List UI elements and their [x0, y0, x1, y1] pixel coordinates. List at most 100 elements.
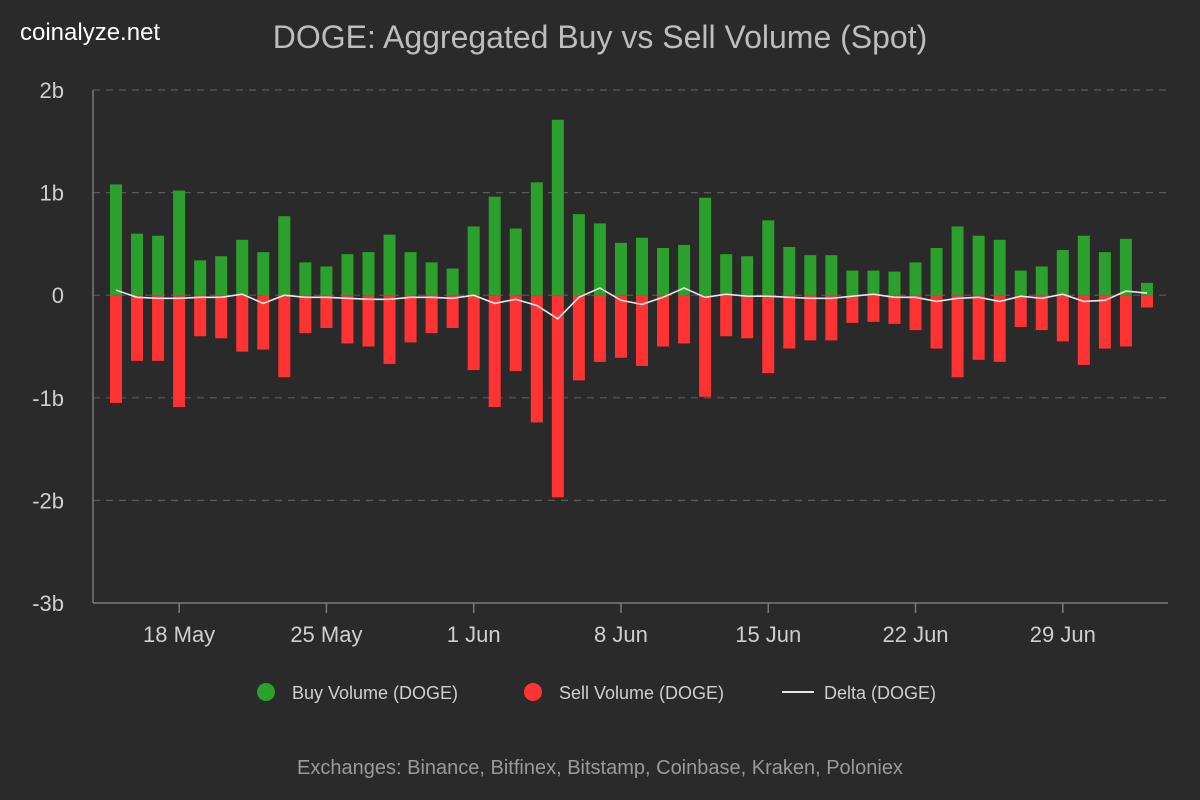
- sell-volume-bar: [383, 295, 396, 364]
- buy-volume-bar: [467, 226, 480, 296]
- buy-volume-bar: [194, 260, 207, 296]
- x-tick-label: 18 May: [143, 622, 215, 647]
- y-axis-ticks: 2b 1b 0 -1b -2b -3b: [32, 78, 64, 616]
- sell-volume-bar: [278, 295, 291, 378]
- y-tick-label: -1b: [32, 386, 64, 411]
- sell-volume-bar: [593, 295, 606, 362]
- sell-volume-bar: [825, 295, 838, 341]
- buy-volume-bar: [1098, 252, 1111, 296]
- buy-volume-bar: [530, 182, 543, 296]
- buy-volume-bar: [1035, 266, 1048, 296]
- sell-volume-bar: [110, 295, 122, 403]
- sell-volume-bar: [236, 295, 249, 352]
- sell-volume-bar: [741, 295, 754, 339]
- buy-volume-bar: [1119, 238, 1132, 296]
- x-tick-label: 1 Jun: [447, 622, 501, 647]
- sell-volume-bar: [993, 295, 1006, 362]
- sell-volume-bar: [1098, 295, 1111, 349]
- y-tick-label: 2b: [40, 78, 64, 103]
- x-axis-ticks: 18 May 25 May 1 Jun 8 Jun 15 Jun 22 Jun 29 Jun: [143, 603, 1096, 647]
- sell-volume-bar: [804, 295, 817, 341]
- sell-volume-bar: [867, 295, 880, 322]
- buy-volume-bar: [741, 256, 754, 296]
- buy-volume-bar: [215, 256, 228, 296]
- legend-sell-volume[interactable]: Sell Volume (DOGE): [524, 683, 724, 703]
- legend-buy-volume[interactable]: Buy Volume (DOGE): [257, 683, 458, 703]
- sell-volume-bar: [1077, 295, 1090, 365]
- buy-volume-bar: [446, 268, 459, 296]
- buy-volume-bar: [425, 262, 438, 296]
- sell-volume-bar: [1014, 295, 1027, 328]
- buy-volume-bar: [131, 233, 144, 296]
- buy-volume-bar: [804, 255, 817, 296]
- sell-volume-bar: [1056, 295, 1069, 342]
- chart-title: DOGE: Aggregated Buy vs Sell Volume (Spo…: [273, 19, 928, 55]
- sell-volume-bar: [215, 295, 228, 339]
- y-tick-label: 0: [52, 283, 64, 308]
- buy-volume-bar: [236, 239, 249, 296]
- delta-line: [115, 287, 1148, 320]
- buy-volume-bar: [846, 270, 859, 296]
- buy-volume-bar: [488, 196, 501, 296]
- sell-volume-bar: [404, 295, 417, 343]
- buy-volume-bar: [783, 246, 796, 296]
- sell-volume-bar: [509, 295, 522, 372]
- sell-volume-bar: [678, 295, 691, 344]
- legend-label: Sell Volume (DOGE): [559, 683, 724, 703]
- buy-volume-bar: [383, 234, 396, 296]
- legend-marker: [524, 683, 542, 701]
- buy-volume-bar: [720, 254, 733, 296]
- buy-volume-bar: [110, 184, 122, 296]
- sell-volume-bar: [425, 295, 438, 334]
- sell-volume-bar: [572, 295, 585, 381]
- sell-volume-bar: [783, 295, 796, 349]
- sell-volume-bar: [930, 295, 943, 349]
- sell-volume-bar: [909, 295, 922, 331]
- bars: [110, 119, 1153, 498]
- sell-volume-bar: [341, 295, 354, 344]
- sell-volume-bar: [446, 295, 459, 329]
- buy-volume-bar: [1056, 250, 1069, 296]
- sell-volume-bar: [1035, 295, 1048, 331]
- buy-volume-bar: [636, 237, 648, 296]
- sell-volume-bar: [131, 295, 144, 361]
- legend-delta[interactable]: Delta (DOGE): [782, 683, 936, 703]
- buy-volume-bar: [509, 228, 522, 296]
- legend-label: Buy Volume (DOGE): [292, 683, 458, 703]
- buy-volume-bar: [404, 252, 417, 296]
- buy-volume-bar: [825, 255, 838, 296]
- buy-volume-bar: [341, 254, 354, 296]
- sell-volume-bar: [320, 295, 333, 329]
- sell-volume-bar: [972, 295, 985, 360]
- buy-volume-bar: [278, 216, 291, 296]
- sell-volume-bar: [467, 295, 480, 371]
- buy-volume-bar: [888, 271, 901, 296]
- y-tick-label: -3b: [32, 591, 64, 616]
- sell-volume-bar: [699, 295, 712, 397]
- buy-volume-bar: [678, 244, 691, 296]
- sell-volume-bar: [888, 295, 901, 324]
- buy-volume-bar: [762, 220, 775, 296]
- sell-volume-bar: [194, 295, 207, 337]
- legend-marker: [257, 683, 275, 701]
- delta-line-group: [115, 287, 1148, 320]
- buy-volume-bar: [593, 223, 606, 296]
- buy-volume-bar: [993, 239, 1006, 296]
- buy-volume-bar: [551, 119, 564, 296]
- legend-label: Delta (DOGE): [824, 683, 936, 703]
- sell-volume-bar: [530, 295, 543, 423]
- sell-volume-bar: [551, 295, 564, 498]
- x-axis: [92, 90, 1168, 604]
- grid-lines: [93, 89, 1168, 501]
- brand-logo-text: coinalyze.net: [20, 19, 160, 46]
- buy-volume-bar: [1077, 235, 1090, 296]
- buy-volume-bar: [1014, 270, 1027, 296]
- buy-volume-bar: [867, 270, 880, 296]
- buy-volume-bar: [951, 226, 964, 296]
- buy-volume-bar: [152, 235, 165, 296]
- buy-volume-bar: [699, 197, 712, 296]
- sell-volume-bar: [173, 295, 186, 408]
- x-tick-label: 29 Jun: [1030, 622, 1096, 647]
- sell-volume-bar: [762, 295, 775, 374]
